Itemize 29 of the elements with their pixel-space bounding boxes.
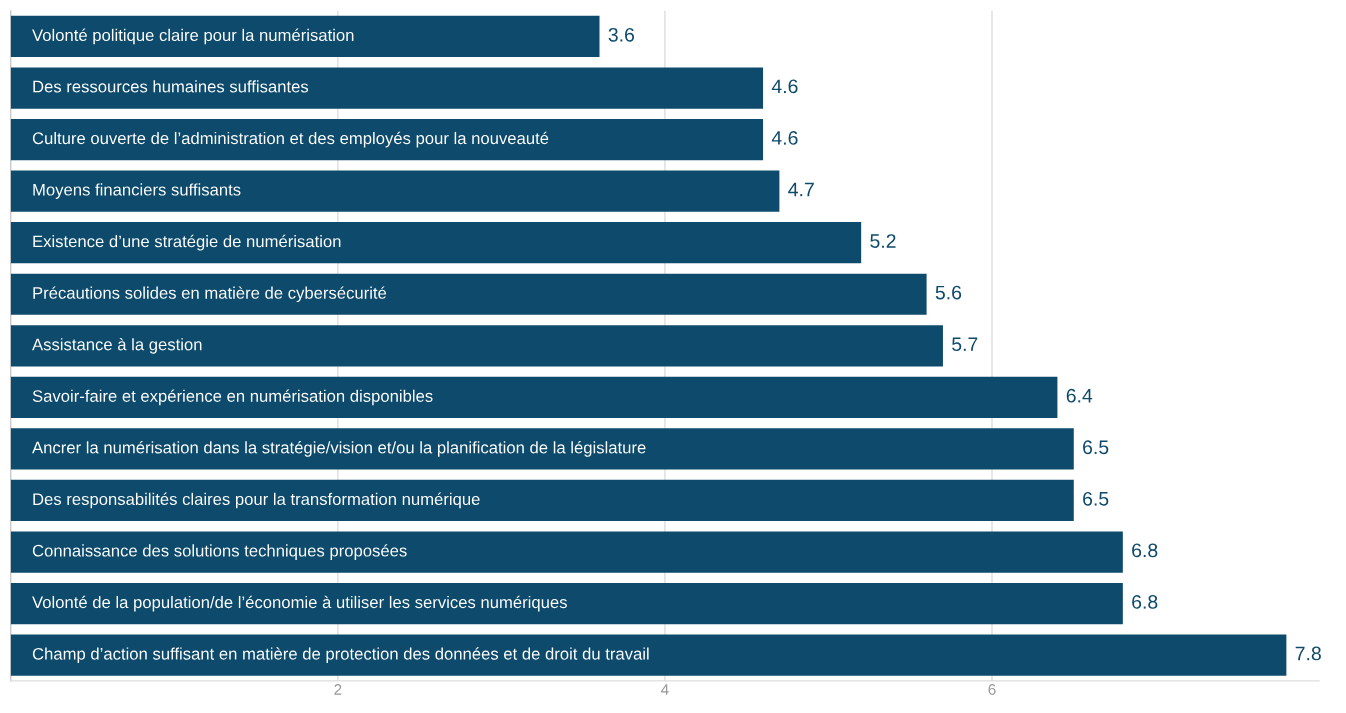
x-tick-label: 6: [988, 684, 996, 695]
y-tick-label: Précautions solides en matière de cybersécurité: [33, 286, 387, 303]
data-label: 6.4: [1066, 388, 1093, 403]
data-label: 5.2: [870, 234, 896, 248]
y-tick-label: Connaissance des solutions techniques proposées: [32, 544, 407, 560]
y-tick-label: Volonté de la population/de l’économie à utiliser les services numériques: [32, 595, 567, 612]
data-label: 5.7: [952, 337, 978, 352]
y-tick-label: Culture ouverte de l’administration et des employés pour la nouveauté: [32, 131, 549, 148]
data-label: 6.8: [1132, 543, 1158, 558]
y-tick-label: Assistance à la gestion: [32, 337, 202, 354]
data-label: 4.7: [788, 182, 814, 197]
y-tick-label: Existence d’une stratégie de numérisation: [33, 234, 341, 251]
data-label: 3.6: [608, 27, 635, 42]
y-tick-label: Des responsabilités claires pour la transformation numérique: [33, 492, 480, 509]
y-tick-label: Champ d’action suffisant en matière de protection des données et de droit du travail: [32, 647, 649, 663]
data-label: 6.5: [1083, 440, 1109, 455]
data-label: 4.6: [771, 79, 798, 94]
y-tick-label: Ancrer la numérisation dans la stratégie/vision et/ou la planification de la législature: [32, 441, 646, 457]
y-tick-label: Des ressources humaines suffisantes: [33, 80, 309, 93]
y-tick-label: Savoir-faire et expérience en numérisation disponibles: [32, 389, 433, 406]
x-tick-label: 4: [661, 684, 669, 695]
y-tick-label: Moyens financiers suffisants: [33, 183, 241, 199]
data-label: 6.5: [1083, 491, 1109, 506]
data-label: 5.6: [935, 285, 962, 300]
x-tick-label: 2: [334, 684, 342, 695]
data-label: 6.8: [1132, 595, 1158, 609]
data-label: 7.8: [1295, 646, 1321, 661]
data-label: 4.6: [771, 131, 798, 145]
y-tick-label: Volonté politique claire pour la numérisation: [32, 28, 354, 45]
